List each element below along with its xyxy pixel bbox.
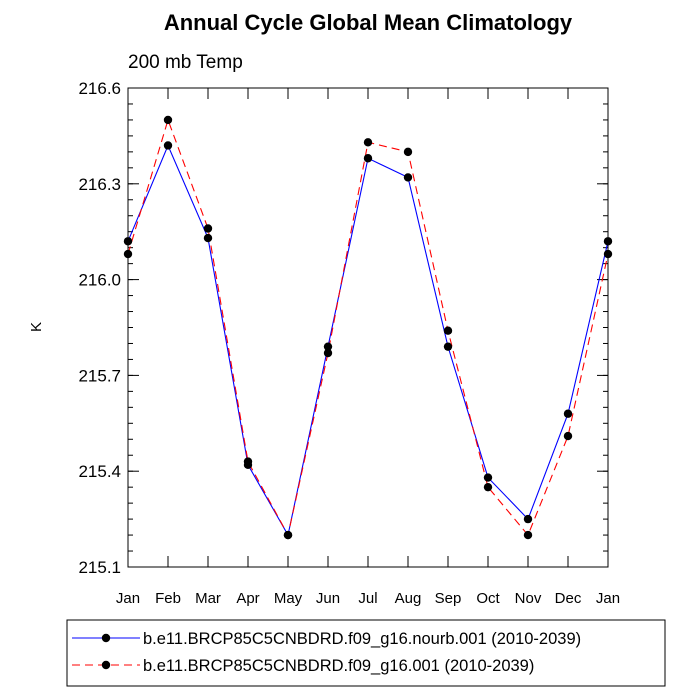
series-2-point [323,348,333,358]
legend-label-2: b.e11.BRCP85C5CNBDRD.f09_g16.001 (2010-2… [143,657,534,675]
y-tick-label: 215.1 [78,558,121,577]
x-axis-ticks: Jan Feb Mar Apr May Jun Jul Aug Sep Oct Nov Dec Jan [116,88,620,607]
series-2-point [563,431,573,441]
series-1-point [523,514,533,524]
x-tick-label: Jan [116,590,140,607]
series-1-point [483,473,493,482]
series-line-1 [127,144,609,537]
y-tick-label: 215.7 [78,366,121,385]
series-1-point [203,233,213,243]
legend-marker-2 [101,660,111,670]
series-1-point [563,409,573,418]
series-1-point [163,141,173,150]
x-tick-label: Apr [236,590,259,607]
series-2-point [283,530,293,540]
y-tick-label: 216.3 [78,175,121,194]
x-tick-label: Dec [555,590,582,607]
x-tick-label: Mar [195,590,221,607]
series-2-point [123,249,133,259]
series-2-point [443,326,453,335]
series-line-2 [127,118,609,537]
series-2-point [163,115,173,125]
y-tick-label: 216.6 [78,79,121,98]
legend-label-1: b.e11.BRCP85C5CNBDRD.f09_g16.nourb.001 (… [143,630,581,648]
x-tick-label: Sep [435,590,462,607]
legend-box [66,619,666,687]
y-axis-ticks: 215.1 215.4 215.7 216.0 216.3 216.6 [78,79,608,577]
series-2-point [243,457,253,466]
series-2-point [523,530,533,540]
series-1-point [323,342,333,351]
x-tick-label: Jun [316,590,340,607]
y-tick-label: 215.4 [78,462,121,481]
x-tick-label: May [274,590,303,607]
x-tick-label: Jan [596,590,620,607]
x-tick-label: Feb [155,590,181,607]
series-2-point [483,482,493,492]
series-1-point [123,237,133,246]
x-tick-label: Nov [515,590,542,607]
legend: b.e11.BRCP85C5CNBDRD.f09_g16.nourb.001 (… [66,619,666,687]
series-2-point [603,249,613,259]
x-tick-label: Jul [358,590,377,607]
series-1-point [363,154,373,163]
series-1-point [603,237,613,246]
series-2-point [203,224,213,233]
y-axis-label: K [28,322,45,332]
x-tick-label: Aug [395,590,422,607]
series-2-point [403,147,413,157]
x-tick-label: Oct [476,590,500,607]
series-1-point [443,342,453,351]
chart-title: Annual Cycle Global Mean Climatology [164,10,573,35]
chart-subtitle: 200 mb Temp [128,52,243,73]
series-1-point [403,173,413,182]
legend-marker-1 [101,633,111,643]
series-2-point [363,138,373,147]
series-layer [123,115,613,540]
y-tick-label: 216.0 [78,271,121,290]
